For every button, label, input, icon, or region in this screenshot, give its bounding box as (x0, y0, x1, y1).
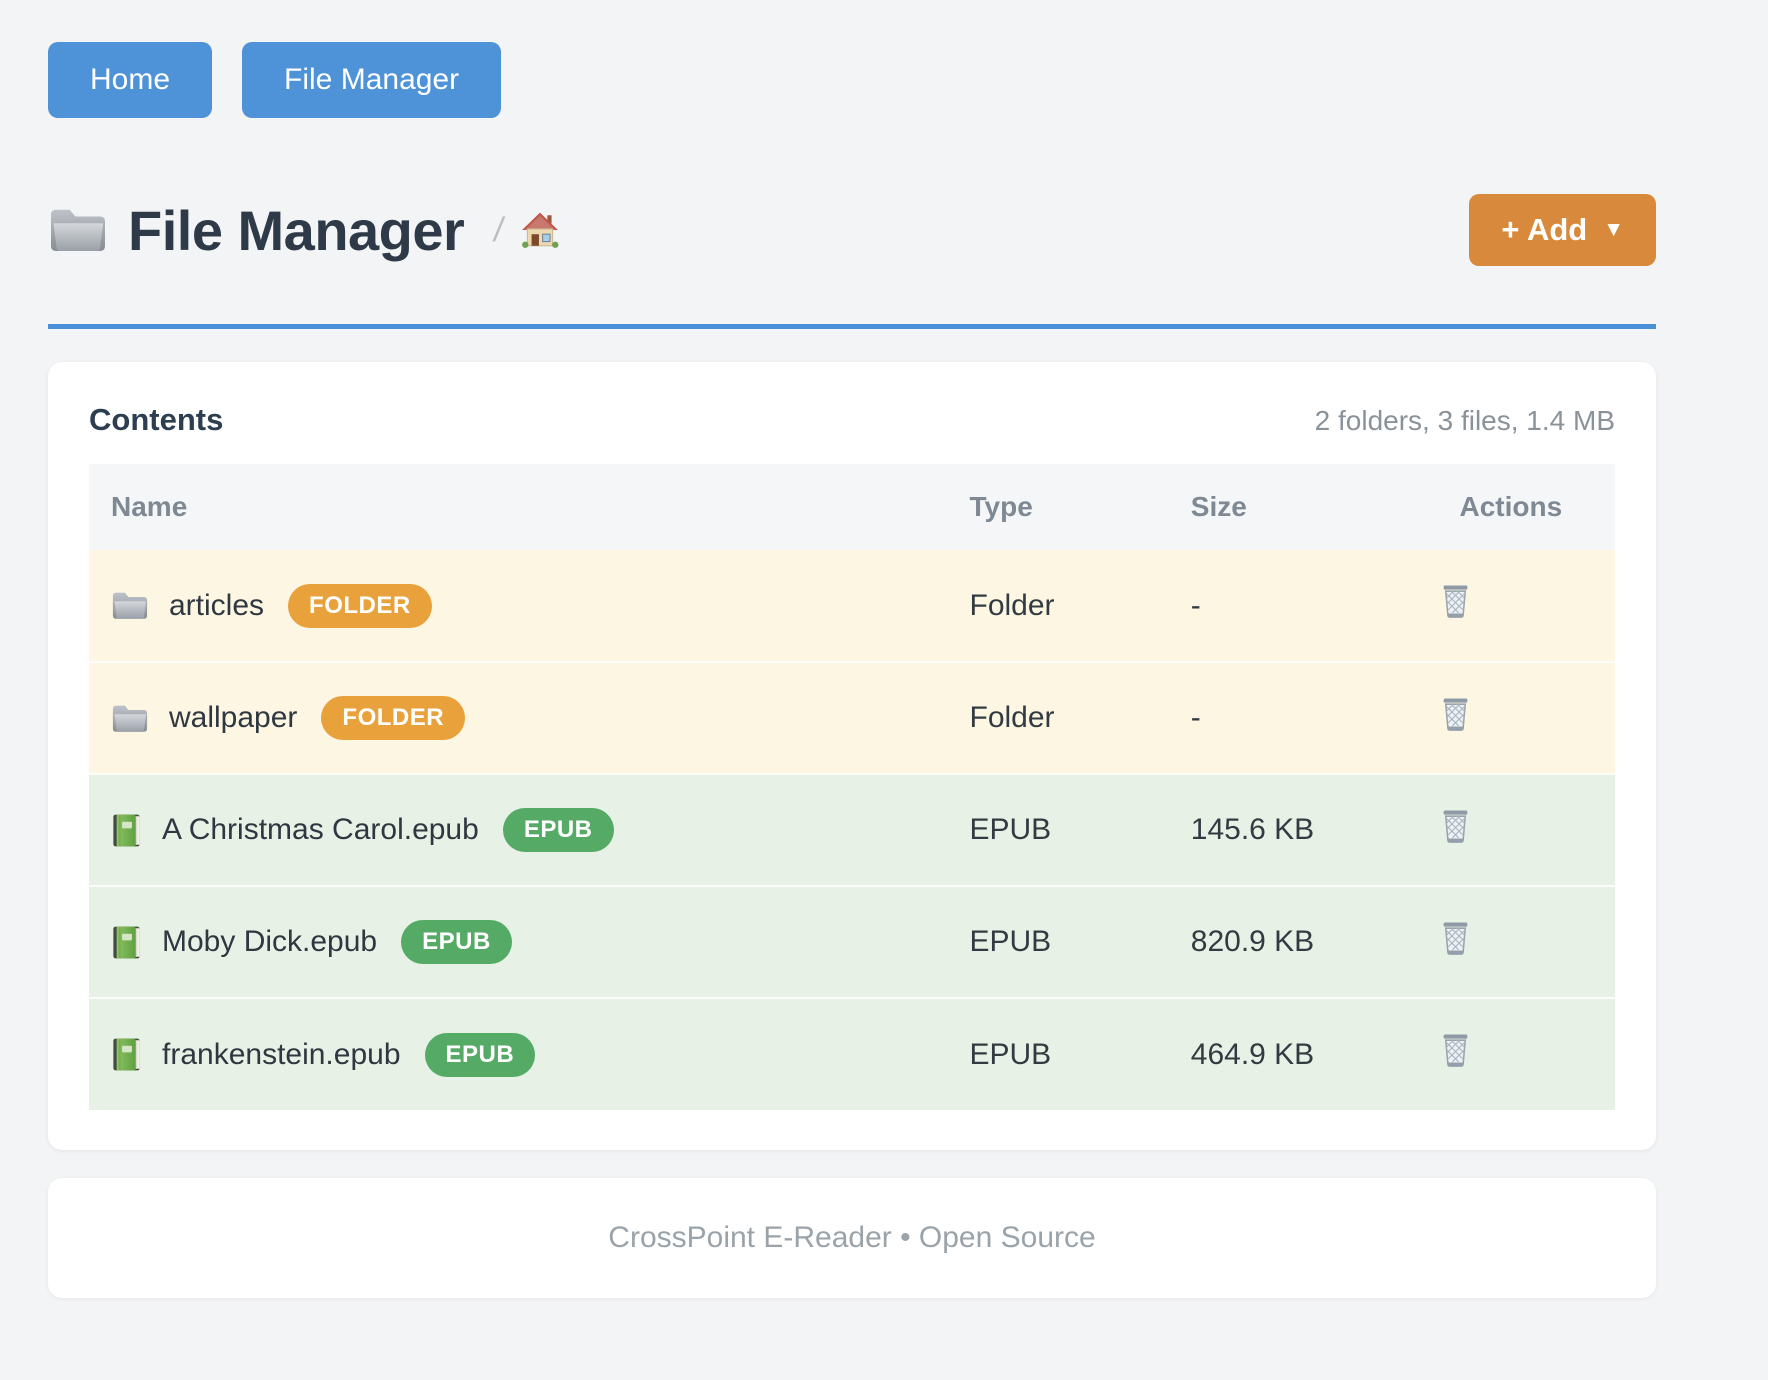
trash-icon (1440, 921, 1471, 956)
page-header: File Manager / + Add ▼ (48, 194, 1656, 266)
file-table: Name Type Size Actions articles FOLDER F… (89, 464, 1615, 1110)
actions-cell (1439, 997, 1615, 1110)
delete-button[interactable] (1440, 1033, 1471, 1068)
type-cell: Folder (969, 661, 1191, 774)
chevron-down-icon: ▼ (1603, 218, 1624, 241)
file-name-link[interactable]: Moby Dick.epub (162, 925, 378, 958)
trash-icon (1440, 584, 1471, 619)
actions-cell (1439, 661, 1615, 774)
file-name-link[interactable]: frankenstein.epub (162, 1037, 401, 1071)
book-icon (111, 1037, 142, 1072)
table-row[interactable]: frankenstein.epub EPUB EPUB 464.9 KB (89, 997, 1615, 1110)
type-badge: FOLDER (288, 583, 432, 628)
breadcrumb-separator: / (491, 210, 507, 249)
delete-button[interactable] (1440, 697, 1471, 732)
file-name-link[interactable]: wallpaper (169, 701, 298, 734)
add-button-label: + Add (1501, 212, 1588, 247)
name-cell: Moby Dick.epub EPUB (89, 920, 970, 964)
column-header-actions: Actions (1439, 464, 1615, 550)
title-wrap: File Manager / (48, 198, 1469, 263)
contents-card: Contents 2 folders, 3 files, 1.4 MB Name… (48, 362, 1656, 1150)
name-cell: frankenstein.epub EPUB (89, 1032, 970, 1077)
type-cell: Folder (969, 588, 1055, 622)
folder-icon (111, 589, 149, 622)
book-icon (111, 813, 142, 848)
contents-card-header: Contents 2 folders, 3 files, 1.4 MB (89, 402, 1615, 438)
footer-text: CrossPoint E-Reader • Open Source (608, 1221, 1096, 1254)
size-cell: 820.9 KB (1190, 885, 1440, 998)
file-manager-button[interactable]: File Manager (242, 42, 502, 118)
delete-button[interactable] (1440, 921, 1471, 956)
type-badge: EPUB (502, 808, 614, 852)
add-button[interactable]: + Add ▼ (1469, 194, 1656, 266)
type-cell: EPUB (969, 997, 1191, 1110)
trash-icon (1440, 697, 1471, 732)
contents-summary: 2 folders, 3 files, 1.4 MB (1314, 405, 1615, 436)
delete-button[interactable] (1440, 809, 1471, 844)
top-nav: Home File Manager (48, 42, 1656, 118)
table-row[interactable]: A Christmas Carol.epub EPUB EPUB 145.6 K… (89, 773, 1615, 886)
column-header-name: Name (89, 464, 970, 550)
actions-cell (1440, 550, 1616, 662)
actions-cell (1439, 885, 1615, 998)
trash-icon (1440, 1033, 1471, 1068)
footer-card: CrossPoint E-Reader • Open Source (48, 1178, 1656, 1298)
contents-heading: Contents (89, 402, 224, 437)
file-table-header: Name Type Size Actions (89, 464, 1615, 550)
actions-cell (1439, 773, 1615, 886)
name-cell: A Christmas Carol.epub EPUB (89, 808, 970, 852)
table-row[interactable]: articles FOLDER Folder - (89, 550, 1615, 662)
size-cell: - (1190, 661, 1440, 774)
type-cell: EPUB (969, 885, 1191, 998)
table-row[interactable]: Moby Dick.epub EPUB EPUB 820.9 KB (89, 885, 1615, 998)
column-header-type: Type (969, 464, 1191, 550)
folder-icon (111, 702, 149, 735)
breadcrumb: / (491, 210, 560, 250)
size-cell: 464.9 KB (1190, 997, 1440, 1110)
page-title: File Manager (128, 198, 465, 262)
type-badge: FOLDER (321, 696, 466, 740)
book-icon (111, 925, 142, 960)
column-header-size: Size (1190, 464, 1440, 550)
type-badge: EPUB (424, 1032, 536, 1077)
name-cell: articles FOLDER (89, 583, 970, 628)
file-name-link[interactable]: articles (169, 588, 265, 622)
trash-icon (1440, 809, 1471, 844)
header-divider (48, 324, 1656, 329)
file-table-body: articles FOLDER Folder - wallpaper FOLDE… (89, 550, 1615, 1110)
size-cell: 145.6 KB (1190, 773, 1440, 886)
file-name-link[interactable]: A Christmas Carol.epub (162, 813, 479, 846)
house-icon[interactable] (520, 211, 560, 249)
name-cell: wallpaper FOLDER (89, 696, 970, 740)
type-cell: EPUB (969, 773, 1191, 886)
type-badge: EPUB (401, 920, 512, 964)
size-cell: - (1190, 588, 1201, 622)
table-row[interactable]: wallpaper FOLDER Folder - (89, 661, 1615, 774)
page: Home File Manager File Manager / + Add ▼… (48, 42, 1656, 1298)
folder-icon (48, 205, 108, 255)
home-button[interactable]: Home (48, 42, 213, 118)
delete-button[interactable] (1440, 584, 1471, 619)
